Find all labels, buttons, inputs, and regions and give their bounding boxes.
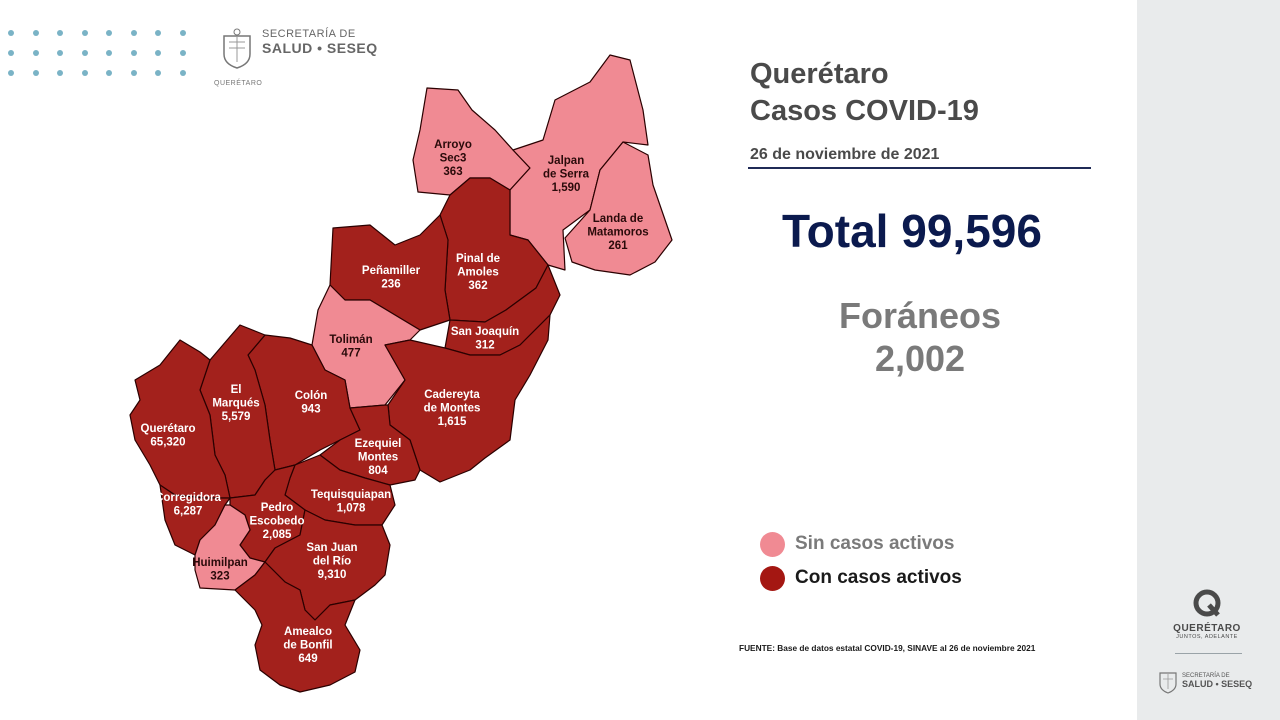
label-penamiller: Peñamiller 236 [362,265,421,291]
date-underline [748,167,1091,169]
label-ezequiel-montes: Ezequiel Montes 804 [355,438,402,477]
legend-label-active: Con casos activos [795,567,962,588]
legend-label-inactive: Sin casos activos [795,533,955,554]
label-san-juan: San Juan del Río 9,310 [306,542,357,581]
label-el-marques: El Marqués 5,579 [212,384,259,423]
report-date: 26 de noviembre de 2021 [750,146,940,163]
decorative-dot [106,70,112,76]
queretaro-municipalities-map: Arroyo Sec3 363 Jalpan de Serra 1,590 Landa de… [129,54,673,693]
brand-name: QUERÉTARO [1173,623,1241,634]
map-legend: Sin casos activos Con casos activos [760,527,962,595]
decorative-dot [32,50,39,56]
decorative-dot [81,50,88,56]
legend-swatch-inactive [760,531,785,557]
sidebar-agency-logo: SECRETARÍA DE SALUD • SESEQ [1157,668,1252,694]
label-colon: Colón 943 [295,390,328,416]
decorative-dot [106,30,112,36]
label-queretaro: Querétaro 65,320 [141,423,196,449]
foraneos-label: Foráneos [838,295,1002,336]
label-arroyo-seco: Arroyo Sec3 363 [434,139,472,178]
decorative-dot [32,70,39,76]
decorative-dot [57,50,63,56]
decorative-dot [179,50,186,56]
page-title: Querétaro Casos COVID-19 [750,56,979,130]
decorative-dot [130,70,137,76]
decorative-dot [57,70,63,76]
decorative-dot [32,30,39,36]
decorative-dot [155,30,161,36]
label-amealco: Amealco de Bonfil 649 [283,626,332,665]
label-jalpan: Jalpan de Serra 1,590 [543,155,590,194]
decorative-dot [106,50,112,56]
label-toliman: Tolimán 477 [329,334,372,360]
label-corregidora: Corregidora 6,287 [155,492,221,518]
agency-line-1: SECRETARÍA DE [262,28,356,40]
label-tequisquiapan: Tequisquiapan 1,078 [311,489,391,515]
right-sidebar [1137,0,1280,720]
label-cadereyta: Cadereyta de Montes 1,615 [424,389,481,428]
municipality-ezequiel-montes [319,404,421,486]
decorative-dot [8,70,14,76]
municipality-amealco [234,561,361,693]
legend-item-inactive: Sin casos activos [760,527,962,561]
label-landa: Landa de Matamoros 261 [587,213,648,252]
small-seal-icon [1159,672,1177,694]
municipality-landa [564,141,673,276]
label-san-joaquin: San Joaquín 312 [451,326,519,352]
foraneos-block: Foráneos 2,002 [820,294,1020,380]
state-seal-icon [223,28,251,69]
label-pinal: Pinal de Amoles 362 [456,253,500,292]
decorative-dot [179,70,186,76]
title-line-1: Querétaro [750,58,889,90]
decorative-dot [8,50,14,56]
decorative-dot [130,50,137,56]
foraneos-value: 2,002 [874,338,966,379]
decorative-dot [155,50,161,56]
q-logo-icon [1193,589,1221,617]
decorative-dot [8,30,14,36]
brand-tagline: JUNTOS, ADELANTE [1176,634,1238,640]
label-pedro-escobedo: Pedro Escobedo 2,085 [250,502,305,541]
decorative-dot [81,30,88,36]
legend-item-active: Con casos activos [760,561,962,595]
queretaro-brand-logo: QUERÉTARO JUNTOS, ADELANTE [1173,588,1241,640]
decorative-dot [130,30,137,36]
agency-line-3: QUERÉTARO [214,80,263,87]
label-huimilpan: Huimilpan 323 [192,557,248,583]
agency-line-2: SALUD • SESEQ [262,40,378,56]
legend-swatch-active [760,565,785,591]
sidebar-divider [1175,653,1242,654]
decorative-dot-grid [8,30,204,76]
agency-logo: SECRETARÍA DE SALUD • SESEQ QUERÉTARO [214,28,378,87]
decorative-dot [81,70,88,76]
total-cases: Total 99,596 [782,205,1042,257]
sidebar-agency-line-2: SALUD • SESEQ [1182,679,1253,689]
data-source-note: FUENTE: Base de datos estatal COVID-19, … [739,643,1036,653]
title-line-2: Casos COVID-19 [750,95,979,127]
sidebar-agency-line-1: SECRETARÍA DE [1182,673,1230,679]
decorative-dot [155,70,161,76]
decorative-dot [179,30,186,36]
decorative-dot [57,30,63,36]
